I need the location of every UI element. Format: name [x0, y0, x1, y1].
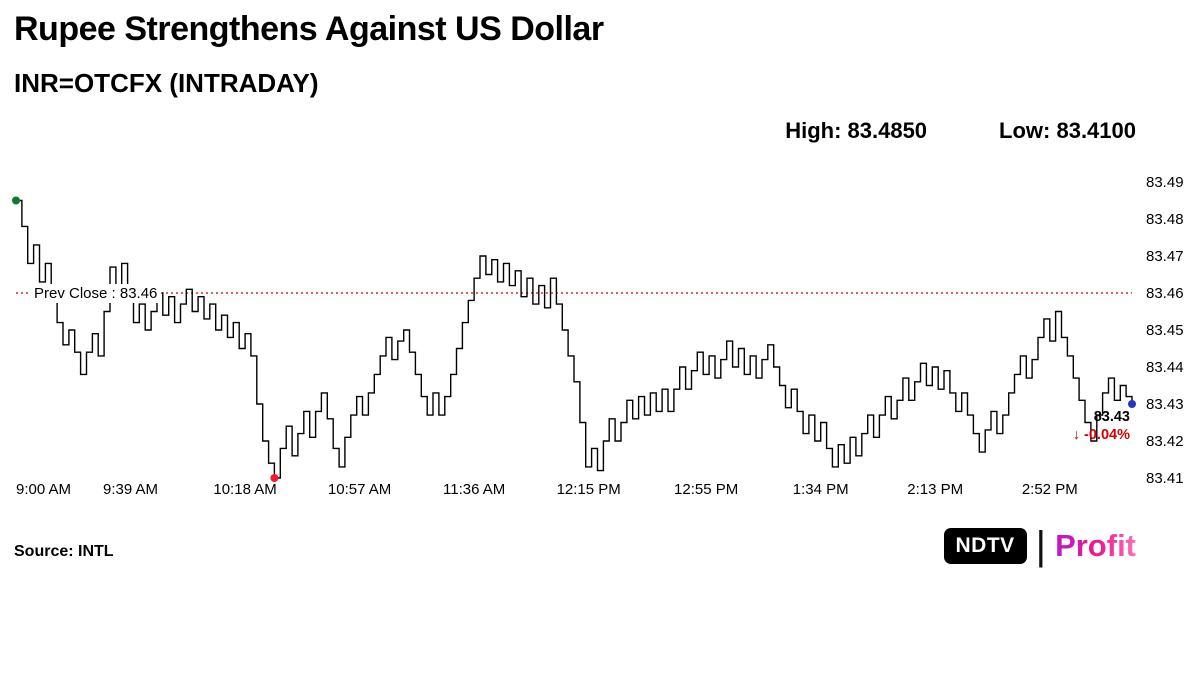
y-axis-label: 83.49: [1146, 174, 1184, 191]
ndtv-profit-logo: NDTV | Profit: [943, 524, 1136, 568]
y-axis-label: 83.46: [1146, 285, 1184, 302]
x-axis-label: 1:34 PM: [793, 481, 849, 498]
high-low-row: High: 83.4850 Low: 83.4100: [785, 118, 1136, 144]
profit-logo: Profit: [1055, 528, 1136, 563]
x-axis-label: 2:52 PM: [1022, 481, 1078, 498]
last-price-label: 83.43: [1094, 409, 1130, 425]
y-axis-label: 83.45: [1146, 322, 1184, 339]
session-high-label: High: 83.4850: [785, 118, 928, 143]
x-axis-label: 9:39 AM: [103, 481, 158, 498]
chart-subtitle: INR=OTCFX (INTRADAY): [14, 68, 319, 98]
x-axis-label: 9:00 AM: [16, 481, 71, 498]
x-axis-label: 10:18 AM: [213, 481, 276, 498]
price-line: [16, 199, 1133, 479]
x-axis-label: 10:57 AM: [328, 481, 391, 498]
session-low-label: Low: 83.4100: [999, 118, 1136, 143]
page-title: Rupee Strengthens Against US Dollar: [14, 10, 604, 48]
prev-close-label-bg: [30, 284, 162, 303]
x-axis-label: 12:55 PM: [674, 481, 738, 498]
y-axis-label: 83.41: [1146, 470, 1184, 487]
price-chart: 83.49 83.48 83.47 83.46 83.45 83.44 83.43 83.42…: [12, 174, 1184, 498]
session-low-dot: [270, 474, 279, 482]
y-axis-label: 83.44: [1146, 359, 1184, 376]
last-price-dot: [1128, 400, 1136, 408]
y-axis-label: 83.43: [1146, 396, 1184, 413]
x-axis-label: 2:13 PM: [907, 481, 963, 498]
y-axis-label: 83.42: [1146, 433, 1184, 450]
prev-close-label: Prev Close : 83.46: [34, 285, 157, 302]
x-axis-label: 11:36 AM: [443, 481, 505, 498]
logo-separator: |: [1035, 524, 1047, 568]
ndtv-logo: NDTV: [943, 528, 1027, 564]
last-change-label: ↓ -0.04%: [1073, 427, 1130, 443]
y-axis-label: 83.47: [1146, 248, 1184, 265]
source-label: Source: INTL: [14, 543, 114, 560]
x-axis-label: 12:15 PM: [557, 481, 621, 498]
session-start-dot: [12, 196, 20, 205]
y-axis-label: 83.48: [1146, 211, 1184, 228]
